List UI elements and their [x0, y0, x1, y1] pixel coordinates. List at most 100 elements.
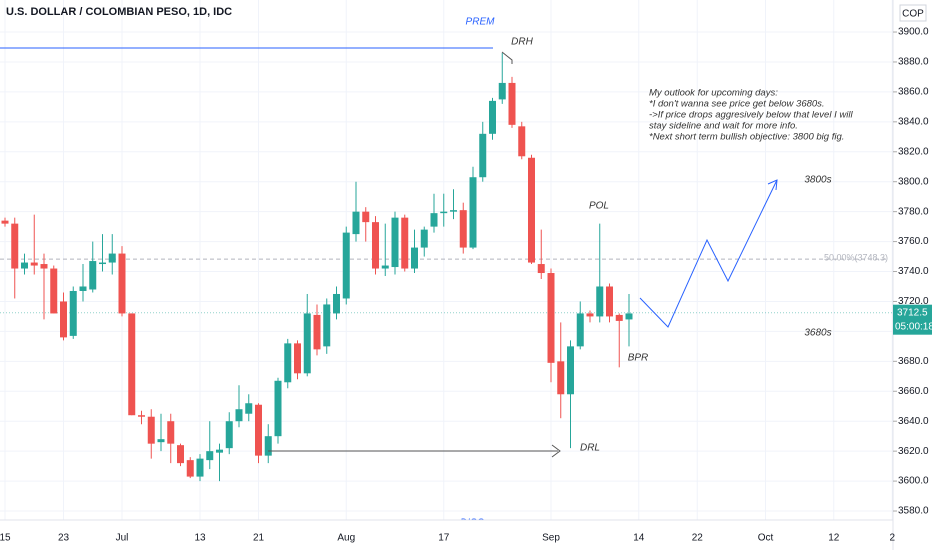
currency-box — [899, 4, 927, 22]
x-tick-label: 15 — [0, 533, 11, 544]
last-price-label: 3712.5 — [897, 307, 928, 318]
candle-body — [586, 313, 594, 317]
x-tick-label: 12 — [828, 533, 840, 544]
candle-body — [606, 286, 613, 317]
candles — [1, 52, 633, 482]
x-tick-label: 21 — [253, 533, 265, 544]
candle-body — [469, 177, 477, 248]
candle-body — [333, 293, 340, 314]
candle-body — [362, 211, 370, 223]
candle-body — [138, 415, 145, 417]
y-tick-label: 3660.0 — [898, 386, 929, 397]
candle-body — [69, 290, 77, 336]
target-high-label: 3800s — [804, 175, 831, 186]
candle-body — [99, 262, 106, 265]
candle-body — [264, 436, 272, 456]
candle-body — [479, 133, 487, 178]
candle-body — [21, 262, 28, 269]
candle-body — [50, 268, 58, 314]
candle-body — [557, 361, 565, 395]
x-tick-label: Jul — [116, 533, 129, 544]
candle-body — [177, 445, 184, 464]
currency-label: COP — [902, 9, 924, 20]
bpr-label: BPR — [628, 353, 649, 364]
candle-body — [596, 286, 604, 317]
y-tick-label: 3680.0 — [898, 356, 929, 367]
x-tick-label: Aug — [337, 533, 355, 544]
y-tick-label: 3740.0 — [898, 266, 929, 277]
x-tick-label: 2 — [889, 533, 895, 544]
candle-body — [11, 223, 19, 269]
candle-body — [216, 449, 223, 453]
candle-body — [225, 421, 233, 449]
y-tick-label: 3860.0 — [898, 87, 929, 98]
candle-body — [459, 210, 467, 248]
x-tick-label: 22 — [692, 533, 704, 544]
drl-label: DRL — [580, 443, 600, 454]
candle-body — [196, 458, 204, 477]
candle-body — [60, 301, 67, 338]
countdown-label: 05:00:18 — [895, 321, 932, 332]
candle-body — [255, 404, 262, 456]
candle-body — [118, 253, 126, 314]
prem-label: PREM — [466, 17, 496, 28]
note: My outlook for upcoming days:*I don't wa… — [649, 88, 853, 143]
note-line: My outlook for upcoming days: — [649, 88, 778, 99]
candle-body — [206, 451, 214, 461]
price-axis-bg — [893, 0, 932, 550]
y-tick-label: 3640.0 — [898, 416, 929, 427]
x-tick-label: Sep — [542, 533, 560, 544]
candle-body — [274, 380, 282, 437]
candle-body — [108, 253, 116, 263]
grid: 50.00%(3748.3) — [0, 0, 893, 520]
candle-body — [294, 343, 301, 374]
candle-body — [323, 304, 331, 347]
y-tick-label: 3800.0 — [898, 176, 929, 187]
candle-body — [89, 261, 97, 290]
candle-body — [498, 82, 506, 100]
candle-body — [167, 421, 175, 444]
x-tick-label: 17 — [438, 533, 450, 544]
candle-body — [235, 409, 243, 422]
y-tick-label: 3780.0 — [898, 206, 929, 217]
y-tick-label: 3620.0 — [898, 446, 929, 457]
candle-body — [518, 126, 526, 157]
candle-body — [79, 286, 87, 291]
note-line: *I don't wanna see price get below 3680s… — [649, 99, 825, 110]
candle-body — [547, 273, 555, 363]
candle-body — [372, 222, 379, 269]
candle-body — [567, 346, 574, 395]
candle-body — [1, 220, 9, 224]
y-tick-label: 3900.0 — [898, 27, 929, 38]
y-tick-label: 3840.0 — [898, 116, 929, 127]
candle-body — [625, 313, 633, 320]
candle-body — [537, 264, 545, 274]
candle-body — [391, 217, 399, 268]
candle-body — [576, 313, 584, 347]
drl-arrowhead — [551, 444, 561, 458]
note-line: ->If price drops aggresively below that … — [649, 110, 853, 121]
chart-title: U.S. DOLLAR / COLOMBIAN PESO, 1D, IDC — [6, 6, 232, 18]
candle-body — [411, 247, 418, 269]
candle-body — [342, 232, 350, 299]
candle-body — [128, 313, 136, 416]
drh-label: DRH — [511, 37, 533, 48]
candle-body — [489, 100, 496, 134]
axes: 3580.03600.03620.03640.03660.03680.03700… — [0, 27, 932, 544]
candle-body — [245, 403, 253, 414]
target-low-label: 3680s — [804, 328, 831, 339]
x-tick-label: Oct — [758, 533, 774, 544]
drh-marker — [501, 51, 513, 64]
x-tick-label: 14 — [633, 533, 645, 544]
y-tick-label: 3820.0 — [898, 146, 929, 157]
candle-body — [313, 314, 321, 350]
note-line: stay sideline and wait for more info. — [649, 121, 798, 132]
candle-body — [450, 210, 457, 212]
candle-body — [352, 211, 360, 235]
y-tick-label: 3720.0 — [898, 296, 929, 307]
x-tick-label: 23 — [58, 533, 70, 544]
candle-body — [147, 416, 155, 444]
candle-body — [157, 439, 165, 443]
